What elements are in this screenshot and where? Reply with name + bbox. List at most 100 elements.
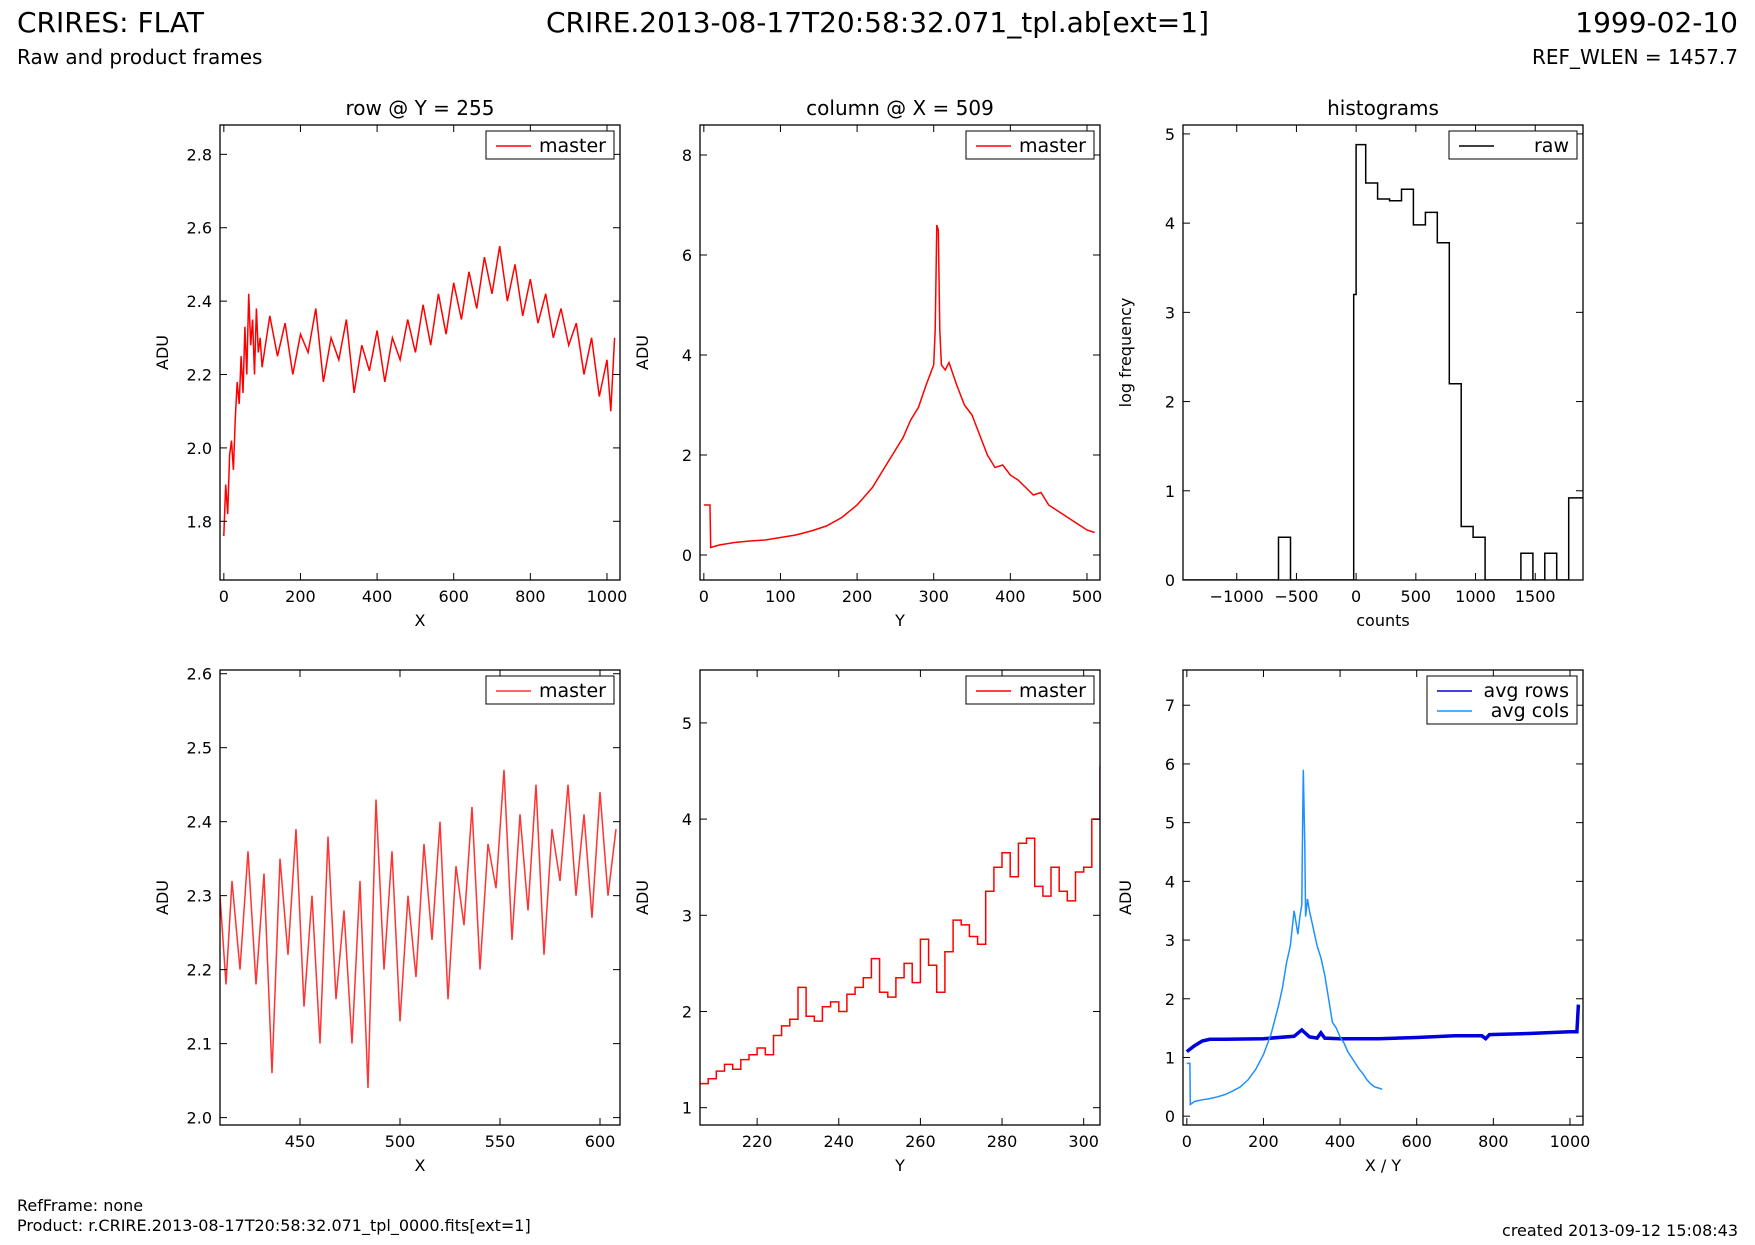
y-tick-label: 3 (682, 906, 692, 925)
x-tick-label: −1000 (1210, 587, 1264, 606)
y-tick-label: 2 (682, 446, 692, 465)
y-axis-label: ADU (633, 335, 652, 370)
file-title: CRIRE.2013-08-17T20:58:32.071_tpl.ab[ext… (545, 6, 1209, 39)
panel-title: column @ X = 509 (806, 96, 994, 120)
y-tick-label: 2.2 (187, 366, 212, 385)
y-tick-label: 2.0 (187, 439, 212, 458)
x-tick-label: 220 (742, 1132, 773, 1151)
panel-title: histograms (1327, 96, 1439, 120)
legend-box (1448, 130, 1578, 160)
series-master-line (703, 224, 1095, 549)
axes-frame (219, 124, 621, 581)
y-axis-label: ADU (153, 335, 172, 370)
panel-col: 0 100 200 300 400 500 0 2 4 6 8 column @ X = 509 Y AD… (633, 96, 1102, 630)
x-tick-label: 260 (905, 1132, 936, 1151)
x-tick-label: 1000 (1455, 587, 1496, 606)
y-tick-label: 0 (682, 546, 692, 565)
legend-box (485, 130, 615, 160)
x-tick-label: −500 (1274, 587, 1318, 606)
y-tick-label: 2.8 (187, 145, 212, 164)
legend-label: avg rows (1484, 680, 1569, 702)
y-tick-label: 2 (1165, 990, 1175, 1009)
ref-wlen-label: REF_WLEN = 1457.7 (1531, 45, 1738, 69)
y-tick-label: 2 (1165, 393, 1175, 412)
y-tick-label: 5 (682, 714, 692, 733)
series-avg-rows-line (1185, 1004, 1581, 1053)
x-tick-label: 400 (362, 587, 393, 606)
created-timestamp: created 2013-09-12 15:08:43 (1502, 1221, 1738, 1240)
y-tick-label: 2.6 (187, 219, 212, 238)
axes-frame (219, 669, 621, 1126)
x-tick-label: 450 (285, 1132, 316, 1151)
y-tick-label: 2.0 (187, 1109, 212, 1128)
y-tick-label: 7 (1165, 696, 1175, 715)
y-tick-label: 4 (1165, 872, 1175, 891)
x-tick-label: 400 (995, 587, 1026, 606)
x-tick-label: 280 (987, 1132, 1018, 1151)
x-tick-label: 200 (285, 587, 316, 606)
y-axis-label: ADU (153, 880, 172, 915)
series-master-line (700, 766, 1100, 1085)
series-master-line (223, 245, 616, 537)
y-tick-label: 5 (1165, 814, 1175, 833)
axes-frame (699, 669, 1101, 1126)
y-tick-label: 2.1 (187, 1035, 212, 1054)
ref-frame-label: RefFrame: none (17, 1196, 144, 1215)
series-avg-cols-line (1186, 769, 1383, 1106)
x-tick-label: 200 (1248, 1132, 1279, 1151)
y-axis-label: log frequency (1116, 298, 1135, 408)
x-axis-label: Y (894, 611, 905, 630)
panel-row: 0 200 400 600 800 1000 1.8 2.0 2.2 2.4 2.6 2.8 row @… (153, 96, 627, 630)
page-title: CRIRES: FLAT (17, 6, 204, 39)
legend: master (965, 675, 1095, 705)
legend-box (1426, 675, 1578, 725)
x-tick-label: 0 (699, 587, 709, 606)
y-tick-label: 2 (682, 1002, 692, 1021)
y-tick-label: 1.8 (187, 512, 212, 531)
legend-label: master (1019, 680, 1086, 702)
y-tick-label: 4 (682, 810, 692, 829)
x-axis-label: X (415, 1156, 426, 1175)
y-tick-label: 0 (1165, 571, 1175, 590)
x-tick-label: 800 (1478, 1132, 1509, 1151)
x-tick-label: 100 (765, 587, 796, 606)
x-tick-label: 500 (1072, 587, 1103, 606)
y-tick-label: 1 (682, 1099, 692, 1118)
x-tick-label: 600 (585, 1132, 616, 1151)
y-tick-label: 2.3 (187, 887, 212, 906)
y-tick-label: 8 (682, 146, 692, 165)
legend-box (965, 130, 1095, 160)
x-tick-label: 600 (1401, 1132, 1432, 1151)
x-axis-label: counts (1356, 611, 1409, 630)
y-tick-label: 4 (682, 346, 692, 365)
y-tick-label: 6 (1165, 755, 1175, 774)
x-tick-label: 800 (515, 587, 546, 606)
y-tick-label: 3 (1165, 931, 1175, 950)
y-tick-label: 5 (1165, 125, 1175, 144)
x-tick-label: 0 (1182, 1132, 1192, 1151)
y-tick-label: 1 (1165, 1048, 1175, 1067)
legend: master (965, 130, 1095, 160)
y-tick-label: 0 (1165, 1107, 1175, 1126)
series-raw-line (1183, 143, 1583, 580)
x-tick-label: 300 (1068, 1132, 1099, 1151)
panel-hist: −1000 −500 0 500 1000 1500 0 1 2 3 4 5 histograms cou… (1116, 96, 1584, 630)
x-tick-label: 550 (485, 1132, 516, 1151)
x-tick-label: 0 (1351, 587, 1361, 606)
y-tick-label: 3 (1165, 303, 1175, 322)
x-tick-label: 400 (1325, 1132, 1356, 1151)
legend-label: master (539, 680, 606, 702)
x-tick-label: 1500 (1515, 587, 1556, 606)
y-axis-label: ADU (633, 880, 652, 915)
y-tick-label: 2.4 (187, 813, 212, 832)
y-tick-label: 2.4 (187, 292, 212, 311)
x-tick-label: 500 (1401, 587, 1432, 606)
x-tick-label: 1000 (1550, 1132, 1591, 1151)
y-tick-label: 2.2 (187, 961, 212, 980)
legend-box (485, 675, 615, 705)
series-master-line (220, 769, 617, 1089)
product-label: Product: r.CRIRE.2013-08-17T20:58:32.071… (17, 1216, 531, 1235)
y-tick-label: 4 (1165, 214, 1175, 233)
